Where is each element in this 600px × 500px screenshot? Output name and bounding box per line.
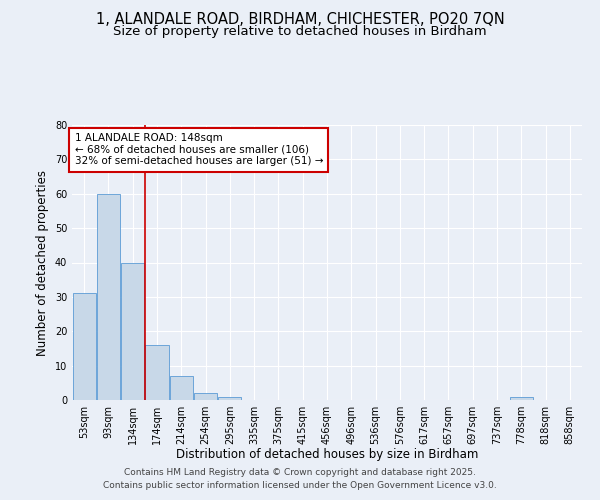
Text: Contains HM Land Registry data © Crown copyright and database right 2025.: Contains HM Land Registry data © Crown c… <box>124 468 476 477</box>
Text: 1 ALANDALE ROAD: 148sqm
← 68% of detached houses are smaller (106)
32% of semi-d: 1 ALANDALE ROAD: 148sqm ← 68% of detache… <box>74 133 323 166</box>
Text: Size of property relative to detached houses in Birdham: Size of property relative to detached ho… <box>113 25 487 38</box>
X-axis label: Distribution of detached houses by size in Birdham: Distribution of detached houses by size … <box>176 448 478 462</box>
Text: 1, ALANDALE ROAD, BIRDHAM, CHICHESTER, PO20 7QN: 1, ALANDALE ROAD, BIRDHAM, CHICHESTER, P… <box>95 12 505 28</box>
Bar <box>73 294 95 400</box>
Bar <box>194 393 217 400</box>
Bar <box>218 396 241 400</box>
Bar <box>145 345 169 400</box>
Bar <box>510 396 533 400</box>
Bar <box>170 376 193 400</box>
Y-axis label: Number of detached properties: Number of detached properties <box>36 170 49 356</box>
Bar <box>121 262 144 400</box>
Bar <box>97 194 120 400</box>
Text: Contains public sector information licensed under the Open Government Licence v3: Contains public sector information licen… <box>103 482 497 490</box>
